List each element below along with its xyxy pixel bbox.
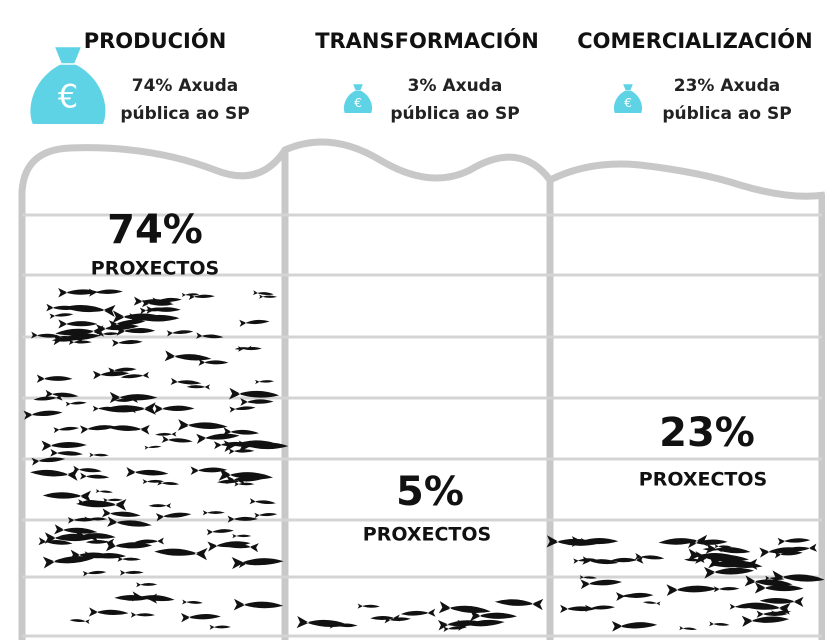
fish (182, 600, 203, 606)
fish (31, 455, 65, 466)
fish (50, 449, 83, 458)
fish (207, 538, 251, 551)
svg-text:€: € (624, 96, 632, 110)
aid-text: 3% Axuda (408, 76, 503, 96)
fish (742, 614, 790, 627)
fish (178, 419, 228, 432)
fish (167, 328, 194, 336)
fish (203, 510, 225, 515)
fish (30, 467, 79, 481)
column-title: COMERCIALIZACIÓN (577, 28, 812, 53)
fish (254, 511, 277, 518)
fish (110, 392, 158, 403)
fish (136, 582, 157, 587)
projects-label: PROXECTOS (639, 469, 767, 491)
fish (643, 600, 661, 606)
aid-text: 23% Axuda (674, 76, 780, 96)
fish (187, 384, 211, 390)
money-bag: € (614, 84, 642, 113)
fish (714, 586, 740, 593)
fish (89, 288, 123, 297)
fish (131, 612, 155, 618)
fish (120, 570, 144, 576)
fish (69, 618, 89, 624)
fish (255, 379, 274, 384)
fish (49, 312, 73, 320)
fish (42, 440, 87, 451)
fish (259, 295, 277, 299)
fish (96, 489, 113, 494)
fish (181, 612, 221, 622)
aid-text: pública ao SP (120, 104, 249, 124)
fish (126, 467, 169, 479)
fish (582, 556, 619, 567)
svg-text:€: € (58, 77, 78, 115)
fish (207, 527, 235, 535)
fish (666, 583, 717, 596)
fish (58, 319, 97, 328)
fish (53, 425, 79, 433)
fish (102, 402, 156, 416)
fish (196, 332, 224, 340)
fish (232, 534, 251, 539)
aid-text: pública ao SP (662, 104, 791, 124)
fish (24, 408, 63, 420)
money-bag: € (344, 84, 372, 113)
fish (228, 515, 258, 522)
aid-text: 74% Axuda (132, 76, 238, 96)
fish (89, 453, 108, 458)
fish (108, 423, 150, 435)
fish (66, 400, 87, 406)
fish (239, 318, 270, 327)
fish (80, 473, 110, 481)
fish (401, 609, 436, 619)
money-bag: € (31, 47, 106, 124)
fish (83, 569, 107, 576)
fish (778, 536, 811, 545)
fish (297, 616, 349, 631)
fish (165, 350, 212, 364)
svg-text:€: € (354, 96, 362, 110)
fish (210, 624, 231, 629)
fish (112, 338, 143, 347)
fish (146, 306, 180, 314)
column-title: PRODUCIÓN (84, 28, 227, 53)
fish (229, 404, 256, 412)
projects-label: PROXECTOS (91, 258, 219, 280)
fish (102, 508, 141, 520)
fish (358, 603, 380, 609)
projects-value: 5% (396, 469, 464, 515)
fish (43, 490, 91, 502)
infographic: € € € PRODUCIÓN TRANSFORMACIÓN COMERCIAL… (0, 0, 825, 640)
fish (580, 577, 622, 589)
fish (709, 621, 730, 627)
fish (162, 436, 193, 445)
fish (250, 498, 277, 506)
fish (68, 516, 96, 523)
fish (37, 374, 73, 383)
fish (149, 503, 171, 508)
projects-value: 23% (659, 410, 755, 456)
fish (154, 545, 208, 560)
column-title: TRANSFORMACIÓN (315, 28, 539, 53)
projects-label: PROXECTOS (363, 524, 491, 546)
fish (154, 404, 195, 414)
wave (22, 142, 825, 200)
fish (234, 599, 284, 612)
fish (46, 304, 78, 312)
fish (89, 607, 129, 618)
fish (585, 604, 615, 612)
fish (679, 626, 697, 631)
fish (155, 432, 177, 438)
fish (494, 596, 543, 610)
projects-value: 74% (107, 207, 203, 253)
fish (658, 535, 707, 549)
fish (144, 445, 161, 450)
fish (73, 466, 102, 475)
aid-text: pública ao SP (390, 104, 519, 124)
